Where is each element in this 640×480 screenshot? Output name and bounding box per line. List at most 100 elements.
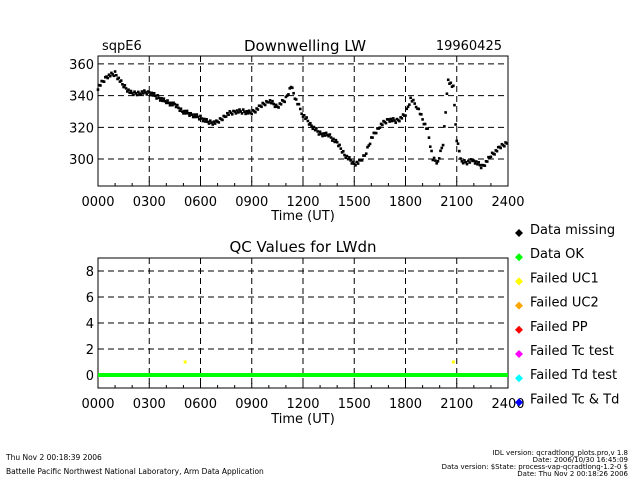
legend-item: Failed Tc test <box>515 344 614 359</box>
series-lw-point <box>133 90 136 93</box>
series-lw-point <box>458 149 461 153</box>
x-tick-label: 1500 <box>338 195 371 210</box>
legend-label: Failed UC2 <box>530 296 599 311</box>
date-label: 19960425 <box>436 39 502 54</box>
series-lw-point <box>300 112 303 116</box>
series-lw-point <box>163 99 167 103</box>
series-lw-point <box>226 111 229 115</box>
series-lw-point <box>358 159 361 162</box>
series-lw-point <box>398 119 401 123</box>
top-chart-title: Downwelling LW <box>244 37 366 55</box>
series-lw-point <box>391 117 395 120</box>
series-lw-point <box>296 102 299 106</box>
series-lw-point <box>460 159 464 163</box>
series-lw-point <box>277 106 280 109</box>
legend-label: Failed Tc & Td <box>530 392 619 407</box>
series-lw-point <box>371 136 374 139</box>
series-lw-point <box>180 110 184 113</box>
y-tick-label: 320 <box>69 121 94 136</box>
series-lw-point <box>334 138 338 142</box>
series-lw-point <box>162 97 166 101</box>
series-lw-point <box>414 105 418 109</box>
bottom-data <box>98 360 508 377</box>
series-lw-point <box>217 121 221 124</box>
series-lw-point <box>432 156 436 160</box>
y-tick-label: 0 <box>86 369 94 384</box>
series-lw-point <box>211 123 215 126</box>
series-lw-point <box>362 154 365 157</box>
series-lw-point <box>387 118 390 121</box>
series-lw-point <box>468 161 472 164</box>
series-lw-point <box>318 130 322 134</box>
series-lw-point <box>493 153 496 156</box>
series-lw-point <box>205 118 208 121</box>
series-lw-point <box>443 125 446 128</box>
top-x-axis-label: Time (UT) <box>270 209 335 224</box>
top-grid <box>98 56 508 186</box>
footer-data-date: Date: Thu Nov 2 00:18:26 2006 <box>517 470 628 478</box>
legend-marker-icon <box>515 229 523 237</box>
series-lw-point <box>405 107 409 111</box>
series-lw-point <box>245 109 249 113</box>
series-lw-point <box>197 117 201 121</box>
series-lw-point <box>260 105 263 109</box>
series-lw-point <box>256 108 260 111</box>
series-lw-point <box>503 144 506 148</box>
series-lw-point <box>339 147 343 150</box>
x-tick-label: 1200 <box>286 397 319 412</box>
series-lw-point <box>320 132 323 136</box>
series-lw-point <box>112 74 116 78</box>
series-lw-point <box>338 143 341 147</box>
series-lw-point <box>134 92 138 95</box>
series-lw-point <box>140 90 144 93</box>
series-lw-point <box>272 102 276 106</box>
series-lw-point <box>312 125 316 129</box>
series-lw-point <box>196 115 200 119</box>
legend-label: Failed PP <box>530 320 588 335</box>
series-lw-point <box>188 114 191 117</box>
series-lw-point <box>469 158 473 161</box>
y-tick-label: 8 <box>86 265 94 280</box>
legend-item: Failed PP <box>515 320 588 335</box>
series-lw-point <box>144 91 147 94</box>
series-lw-point <box>384 121 388 125</box>
series-lw-point <box>328 133 332 136</box>
series-lw-point <box>394 121 398 124</box>
series-lw-point <box>359 159 363 162</box>
series-lw-point <box>105 75 108 78</box>
series-lw-point <box>420 113 423 116</box>
series-lw-point <box>167 101 171 105</box>
series-lw-point <box>298 107 302 111</box>
series-lw-point <box>305 116 308 119</box>
series-lw-point <box>393 119 396 122</box>
series-lw-point <box>135 93 139 97</box>
series-lw-point <box>139 93 143 96</box>
series-lw-point <box>349 159 352 162</box>
series-lw-point <box>107 73 111 77</box>
series-lw-point <box>410 100 414 103</box>
x-tick-label: 2400 <box>491 397 524 412</box>
series-lw-point <box>166 99 169 102</box>
series-lw-point <box>207 122 211 125</box>
series-lw-point <box>329 136 333 139</box>
series-lw-point <box>119 79 123 82</box>
series-lw-point <box>172 101 175 105</box>
legend-marker-icon <box>515 253 523 262</box>
y-tick-label: 300 <box>69 153 94 168</box>
series-lw-point <box>243 110 246 114</box>
series-lw-point <box>324 131 328 135</box>
series-lw-point <box>449 81 453 85</box>
series-lw-point <box>477 161 481 164</box>
series-lw-point <box>111 73 114 76</box>
series-lw-point <box>356 162 360 165</box>
series-lw-point <box>230 112 234 116</box>
series-lw-point <box>445 92 449 96</box>
series-lw-point <box>200 117 204 120</box>
series-lw-point <box>412 98 415 102</box>
x-tick-label: 1500 <box>338 397 371 412</box>
series-lw-point <box>128 91 132 95</box>
series-lw-point <box>474 160 478 163</box>
series-failed-uc1-point <box>183 360 187 364</box>
x-tick-label: 0600 <box>184 397 217 412</box>
series-lw-point <box>428 145 432 148</box>
